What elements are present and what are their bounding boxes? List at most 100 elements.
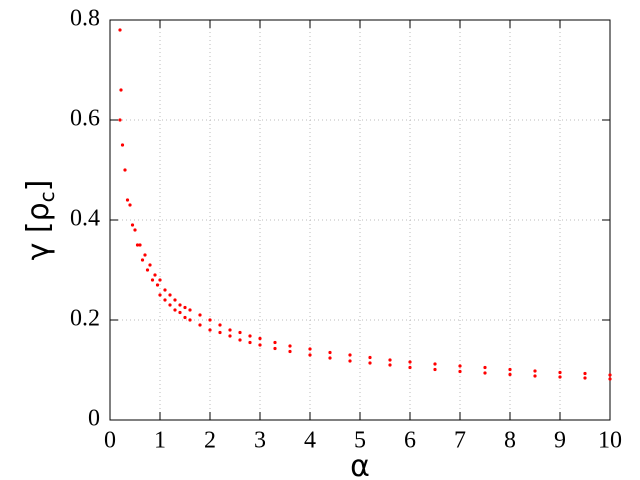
point <box>158 278 162 282</box>
point <box>218 330 222 335</box>
point <box>178 310 182 315</box>
point <box>533 374 537 378</box>
point <box>123 168 127 172</box>
point <box>178 303 182 307</box>
point <box>583 376 587 380</box>
point <box>133 228 137 232</box>
point <box>153 273 157 277</box>
point <box>308 353 312 357</box>
point <box>145 268 150 272</box>
plot-frame <box>109 19 611 421</box>
y-tick-label: 0 <box>88 406 100 432</box>
point <box>308 347 312 351</box>
point <box>150 278 155 282</box>
point <box>388 358 392 362</box>
point <box>288 349 292 354</box>
x-tick-label: 1 <box>154 428 166 454</box>
point <box>483 365 487 370</box>
point <box>408 360 412 364</box>
point <box>208 318 212 322</box>
x-tick-label: 3 <box>254 428 266 454</box>
point <box>228 328 232 332</box>
point <box>163 298 167 302</box>
y-axis-label: γ [ρc] <box>21 180 59 261</box>
point <box>273 346 277 351</box>
point <box>508 367 512 372</box>
point <box>328 350 332 355</box>
x-tick-label: 9 <box>554 428 566 454</box>
point <box>135 243 140 247</box>
point <box>458 364 462 368</box>
point <box>188 318 192 322</box>
point <box>433 362 437 366</box>
point <box>198 313 202 317</box>
point <box>168 303 172 307</box>
point <box>188 308 192 312</box>
x-tick-label: 7 <box>454 428 466 454</box>
y-label-end: ] <box>21 180 56 192</box>
y-tick-label: 0.4 <box>70 206 100 232</box>
point <box>348 353 352 357</box>
point <box>238 338 242 342</box>
x-tick-label: 2 <box>204 428 216 454</box>
point <box>158 293 162 297</box>
point <box>348 359 352 363</box>
point <box>128 203 132 207</box>
point <box>583 371 587 376</box>
point <box>173 298 177 302</box>
point <box>288 344 292 348</box>
y-tick-label: 0.6 <box>70 106 100 132</box>
x-tick-label: 10 <box>598 428 622 454</box>
point <box>238 330 242 335</box>
point <box>118 118 122 122</box>
point <box>163 288 167 292</box>
y-tick-label: 0.8 <box>70 6 100 32</box>
point <box>608 377 612 381</box>
point <box>558 370 562 375</box>
point <box>558 375 562 379</box>
point <box>155 283 160 287</box>
point <box>388 363 392 367</box>
point <box>138 243 142 247</box>
point <box>143 253 147 257</box>
x-axis-label: α <box>350 449 370 480</box>
point <box>248 334 252 338</box>
point <box>483 371 487 375</box>
point <box>218 323 222 327</box>
point <box>408 365 412 370</box>
y-tick-label: 0.2 <box>70 306 100 332</box>
point <box>208 328 212 332</box>
x-tick-label: 5 <box>354 428 366 454</box>
point <box>228 334 232 338</box>
point <box>183 315 187 320</box>
point <box>508 372 512 377</box>
point <box>125 198 130 202</box>
point <box>130 223 135 227</box>
point <box>258 343 262 347</box>
point <box>119 88 123 92</box>
point <box>608 373 612 377</box>
y-label-main: γ [ρ <box>21 202 56 260</box>
x-tick-label: 4 <box>304 428 316 454</box>
point <box>120 143 125 147</box>
point <box>248 340 252 345</box>
x-tick-label: 8 <box>504 428 516 454</box>
point <box>140 258 145 262</box>
point <box>168 293 172 297</box>
point <box>273 340 277 345</box>
point <box>433 367 437 372</box>
point <box>118 28 122 32</box>
point <box>458 369 462 374</box>
point <box>533 369 537 373</box>
point <box>368 361 372 365</box>
point <box>148 263 152 267</box>
point <box>368 355 372 360</box>
x-tick-label: 0 <box>104 428 116 454</box>
y-label-sub: c <box>35 191 59 202</box>
x-tick-label: 6 <box>404 428 416 454</box>
point <box>173 308 177 312</box>
point <box>198 323 202 327</box>
point <box>183 305 187 310</box>
